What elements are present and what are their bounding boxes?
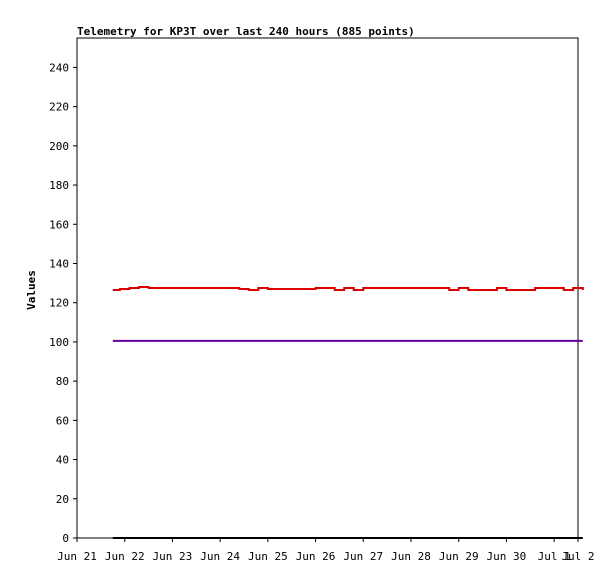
y-tick-label: 200 <box>49 140 69 153</box>
y-axis-label: Values <box>25 270 38 310</box>
x-axis: Jun 21 Jun 22 Jun 23 Jun 24 Jun 25 Jun 26 Jun … <box>57 538 595 563</box>
x-tick-label: Jun 21 <box>57 550 97 563</box>
y-tick-label: 240 <box>49 61 69 74</box>
x-tick-label: Jun 30 <box>487 550 527 563</box>
x-tick-label: Jun 24 <box>200 550 240 563</box>
x-tick-label: Jul 1 <box>538 550 571 563</box>
y-tick-label: 220 <box>49 101 69 114</box>
y-tick-label: 140 <box>49 257 69 270</box>
y-tick-label: 100 <box>49 336 69 349</box>
y-tick-label: 120 <box>49 297 69 310</box>
y-tick-label: 40 <box>56 454 69 467</box>
series-layer <box>112 286 584 539</box>
y-tick-label: 20 <box>56 493 69 506</box>
x-tick-label: Jun 29 <box>439 550 479 563</box>
series-line-0 <box>112 286 584 291</box>
y-tick-label: 60 <box>56 414 69 427</box>
x-tick-label: Jun 22 <box>105 550 145 563</box>
x-tick-label: Jun 28 <box>391 550 431 563</box>
y-tick-label: 0 <box>62 532 69 545</box>
y-tick-label: 180 <box>49 179 69 192</box>
y-tick-label: 160 <box>49 218 69 231</box>
x-tick-label: Jul 2 <box>561 550 594 563</box>
x-tick-label: Jun 23 <box>153 550 193 563</box>
x-tick-label: Jun 25 <box>248 550 288 563</box>
y-tick-label: 80 <box>56 375 69 388</box>
x-tick-label: Jun 27 <box>343 550 383 563</box>
x-tick-label: Jun 26 <box>296 550 336 563</box>
chart-title: Telemetry for KP3T over last 240 hours (… <box>77 25 415 38</box>
y-axis: 0 20 40 60 80 100 120 140 160 180 200 220 240 <box>49 61 77 545</box>
